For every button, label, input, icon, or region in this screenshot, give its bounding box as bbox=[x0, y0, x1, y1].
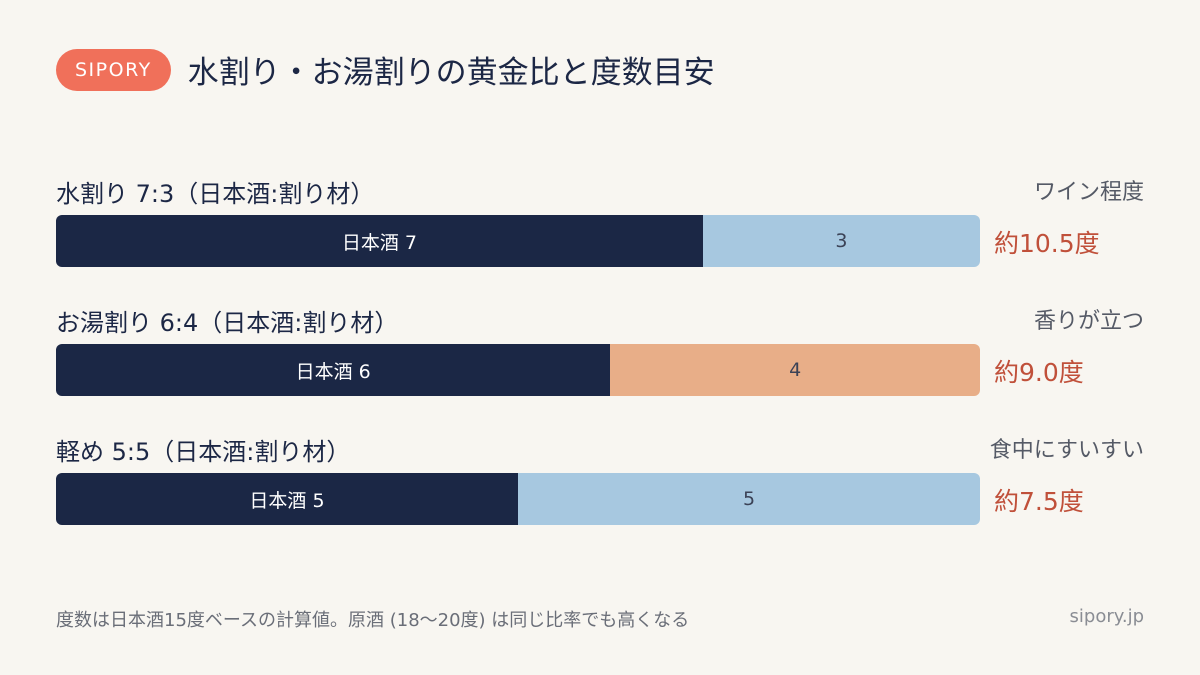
row-label: お湯割り 6:4（日本酒:割り材） bbox=[56, 309, 399, 337]
row-note: 食中にすいすい bbox=[989, 438, 1144, 463]
sake-segment-label: 日本酒 5 bbox=[249, 489, 325, 512]
sake-segment-label: 日本酒 6 bbox=[295, 360, 371, 383]
page-title: 水割り・お湯割りの黄金比と度数目安 bbox=[187, 55, 715, 91]
mixer-segment-label: 3 bbox=[835, 230, 848, 252]
mixer-segment: 4 bbox=[610, 344, 980, 396]
sake-segment: 日本酒 5 bbox=[56, 473, 518, 525]
mixer-segment-label: 5 bbox=[742, 488, 756, 510]
sake-segment-label: 日本酒 7 bbox=[341, 231, 417, 254]
mixer-segment-label: 4 bbox=[789, 359, 802, 381]
ratio-bar: 日本酒 7 3 bbox=[56, 215, 980, 267]
mixer-segment: 3 bbox=[702, 215, 980, 267]
sake-segment: 日本酒 7 bbox=[56, 215, 703, 267]
ratio-bar: 日本酒 6 4 bbox=[56, 344, 980, 396]
mixer-segment: 5 bbox=[518, 473, 980, 525]
row-label: 軽め 5:5（日本酒:割り材） bbox=[56, 438, 351, 466]
header: SIPORY 水割り・お湯割りの黄金比と度数目安 bbox=[56, 47, 715, 92]
ratio-bar: 日本酒 5 5 bbox=[56, 473, 980, 525]
row-note: ワイン程度 bbox=[1033, 180, 1144, 205]
site-url[interactable]: sipory.jp bbox=[1069, 606, 1144, 627]
sake-segment: 日本酒 6 bbox=[56, 344, 611, 396]
abv-label: 約10.5度 bbox=[994, 229, 1100, 258]
row-note: 香りが立つ bbox=[1033, 309, 1144, 334]
abv-label: 約9.0度 bbox=[994, 358, 1084, 387]
row-label: 水割り 7:3（日本酒:割り材） bbox=[56, 180, 375, 208]
brand-badge: SIPORY bbox=[56, 48, 171, 91]
footnote: 度数は日本酒15度ベースの計算値。原酒 (18〜20度) は同じ比率でも高くなる bbox=[56, 610, 690, 631]
abv-label: 約7.5度 bbox=[994, 487, 1084, 516]
